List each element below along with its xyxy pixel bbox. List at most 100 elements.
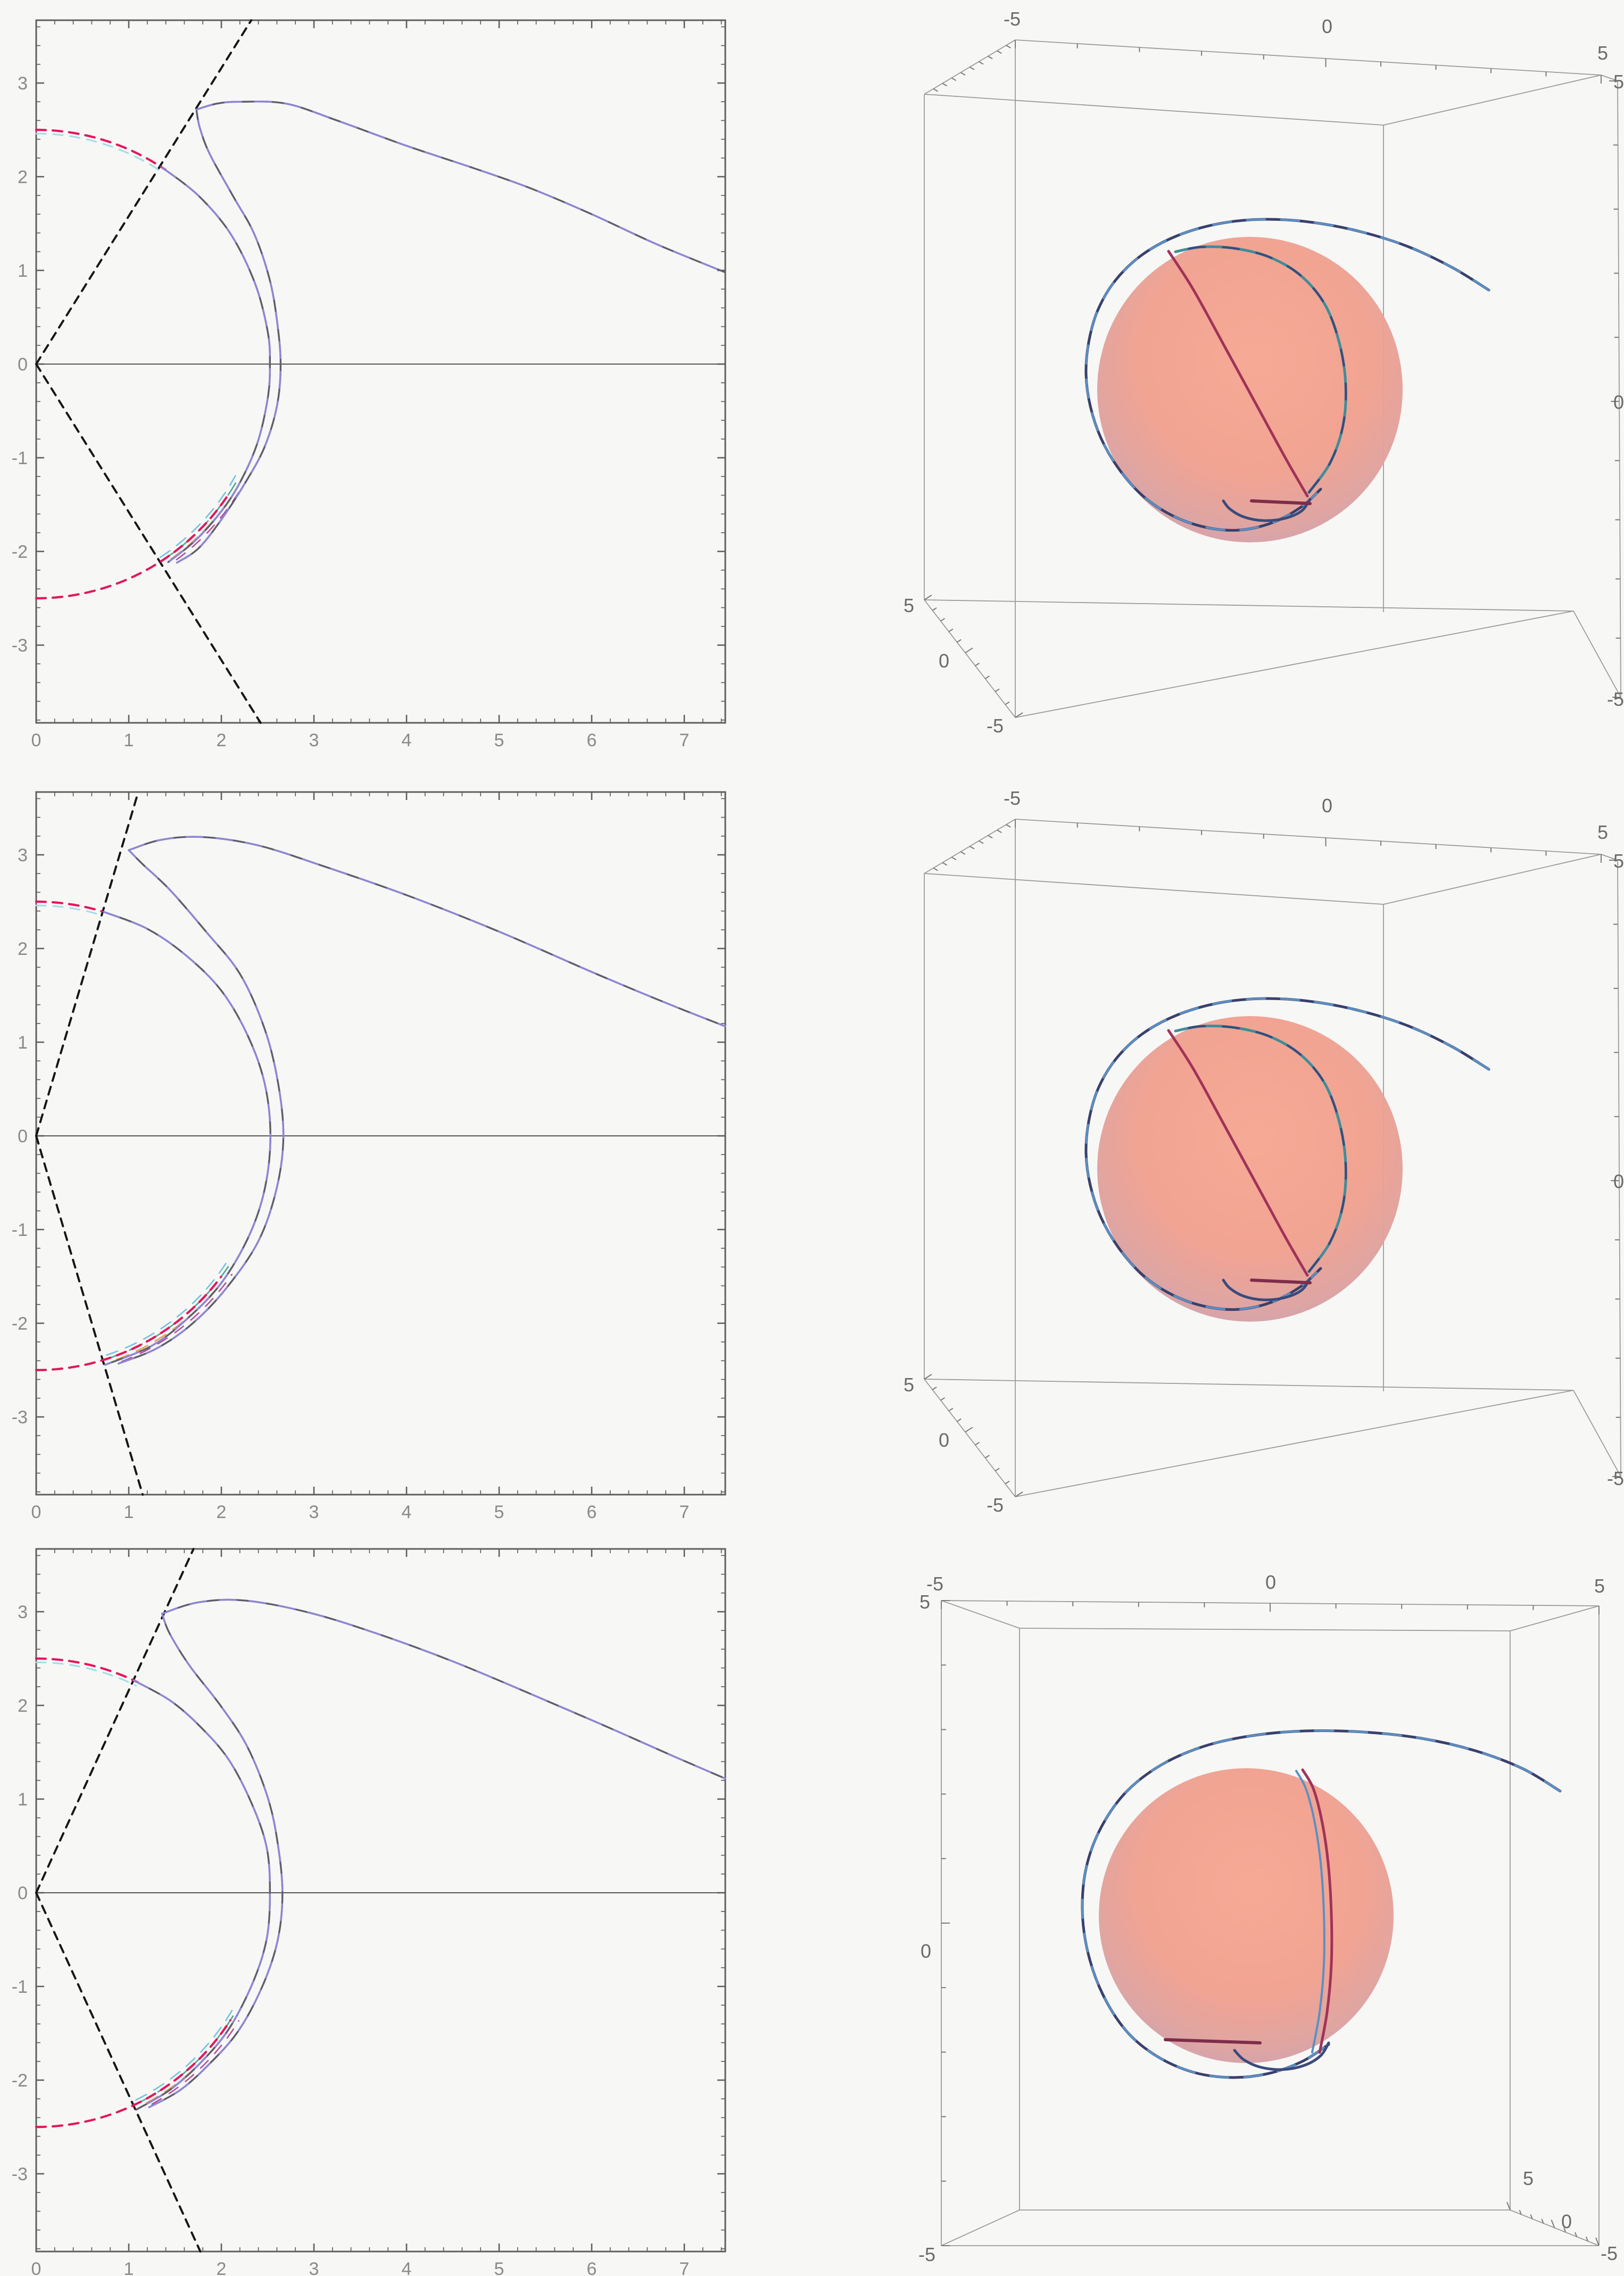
box-edge [924, 1379, 1016, 1497]
axis-label: -5 [987, 715, 1004, 737]
box-edge [1383, 75, 1602, 126]
box-tick [965, 647, 973, 654]
box-edge [1617, 860, 1621, 1477]
sphere [1097, 1016, 1403, 1322]
y-tick-label: -2 [12, 2071, 28, 2091]
y-tick-label: 2 [18, 1696, 28, 1716]
trajectory-inner-overlay [161, 167, 271, 563]
axis-label: 5 [1523, 2167, 1534, 2189]
companion-arc [137, 2009, 237, 2104]
box-edge [941, 2209, 1020, 2246]
x-tick-label: 1 [124, 730, 134, 751]
trajectory-outer-overlay [176, 109, 282, 564]
box-tick [970, 67, 975, 70]
trajectory-inner-base [161, 167, 271, 563]
trajectory-escape-base [128, 836, 726, 1027]
x-tick-label: 2 [217, 2259, 227, 2276]
photon-sphere-arc-lower [35, 1275, 222, 1372]
axis-label: 0 [939, 1429, 949, 1451]
box-tick [957, 1418, 962, 1422]
orbit-curve-strand [1174, 245, 1347, 493]
y-tick-label: -3 [12, 636, 28, 656]
box-tick [1530, 2214, 1533, 2220]
box-tick [924, 1374, 932, 1380]
axis-label: 0 [1613, 391, 1624, 413]
axis-label: 0 [1561, 2211, 1572, 2232]
box-tick [1015, 1491, 1023, 1497]
axis-label: 5 [1597, 42, 1608, 64]
orbit-curve-strand [1295, 1770, 1325, 2054]
axis-label: 5 [904, 1374, 914, 1396]
x-tick-label: 5 [494, 2259, 504, 2276]
axis-label: 0 [1613, 1170, 1624, 1192]
x-tick-label: 0 [31, 1502, 42, 1522]
box-edge [1015, 819, 1602, 855]
axis-label: -5 [987, 1494, 1004, 1516]
box-tick [1506, 2201, 1511, 2211]
x-tick-label: 6 [587, 730, 597, 751]
box-tick [940, 617, 946, 622]
x-tick-label: 4 [402, 2259, 412, 2276]
companion-arc [159, 475, 236, 558]
box-tick [942, 862, 948, 866]
box-edge [924, 94, 1384, 126]
photon-sphere-arc-upper [35, 1657, 139, 1684]
x-tick-label: 3 [309, 2259, 319, 2276]
box-tick [979, 61, 984, 65]
orbit-curve-strand [1250, 1279, 1312, 1284]
axis-label: 5 [1597, 821, 1608, 843]
box-edge [941, 1600, 1020, 1629]
box-tick [932, 607, 937, 611]
companion-arc [151, 2020, 239, 2105]
box-tick [997, 50, 1002, 54]
x-tick-label: 4 [402, 730, 412, 751]
box-tick [957, 639, 962, 643]
orbit-curve-strand [1222, 1277, 1312, 1301]
trajectory-inner-overlay [133, 1679, 271, 2111]
axis-label: 5 [1613, 71, 1624, 93]
x-tick-label: 7 [680, 730, 690, 751]
y-tick-label: 3 [18, 845, 28, 865]
box-edge [1015, 39, 1602, 76]
axis-label: -5 [1004, 8, 1021, 30]
box-tick [942, 83, 948, 87]
y-tick-label: 1 [18, 261, 28, 281]
ticks [36, 20, 725, 723]
box-tick [960, 72, 966, 76]
axis-label: 5 [1613, 850, 1624, 872]
box-tick [1005, 701, 1010, 705]
box-tick [988, 835, 993, 839]
box-tick [995, 1467, 1000, 1472]
trajectory-outer-base [148, 1612, 284, 2108]
box-tick [1575, 2232, 1578, 2237]
axis-label: 0 [939, 650, 949, 672]
box-tick [948, 1407, 954, 1412]
x-tick-label: 0 [31, 730, 42, 751]
companion-arc [121, 1274, 233, 1363]
axis-label: 5 [904, 595, 914, 616]
orbit-curve-strand [1084, 218, 1490, 532]
cone-dashed-line [35, 1892, 202, 2253]
box-edge [924, 1379, 1574, 1391]
axis-label: -5 [1607, 1467, 1624, 1489]
y-tick-label: 2 [18, 939, 28, 959]
y-tick-label: -2 [12, 1314, 28, 1334]
companion-arc [107, 1263, 231, 1359]
box-tick [975, 1441, 980, 1446]
box-edge [1019, 1628, 1511, 1631]
x-tick-label: 4 [402, 1502, 412, 1522]
box-tick [995, 688, 1000, 692]
x-tick-label: 7 [680, 1502, 690, 1522]
box-tick [933, 88, 938, 92]
box-tick [988, 55, 993, 60]
x-tick-label: 6 [587, 2259, 597, 2276]
y-tick-label: 3 [18, 1602, 28, 1622]
orbit-curve-behind-sphere [1167, 1029, 1309, 1277]
axis-label: -5 [918, 2244, 935, 2265]
orbit-curve-outer [1081, 1729, 1562, 2079]
plot-frame [35, 1548, 726, 2253]
box-edge [1573, 611, 1621, 698]
y-tick-label: -2 [12, 542, 28, 562]
orbit-curve-strand [1233, 2041, 1330, 2071]
